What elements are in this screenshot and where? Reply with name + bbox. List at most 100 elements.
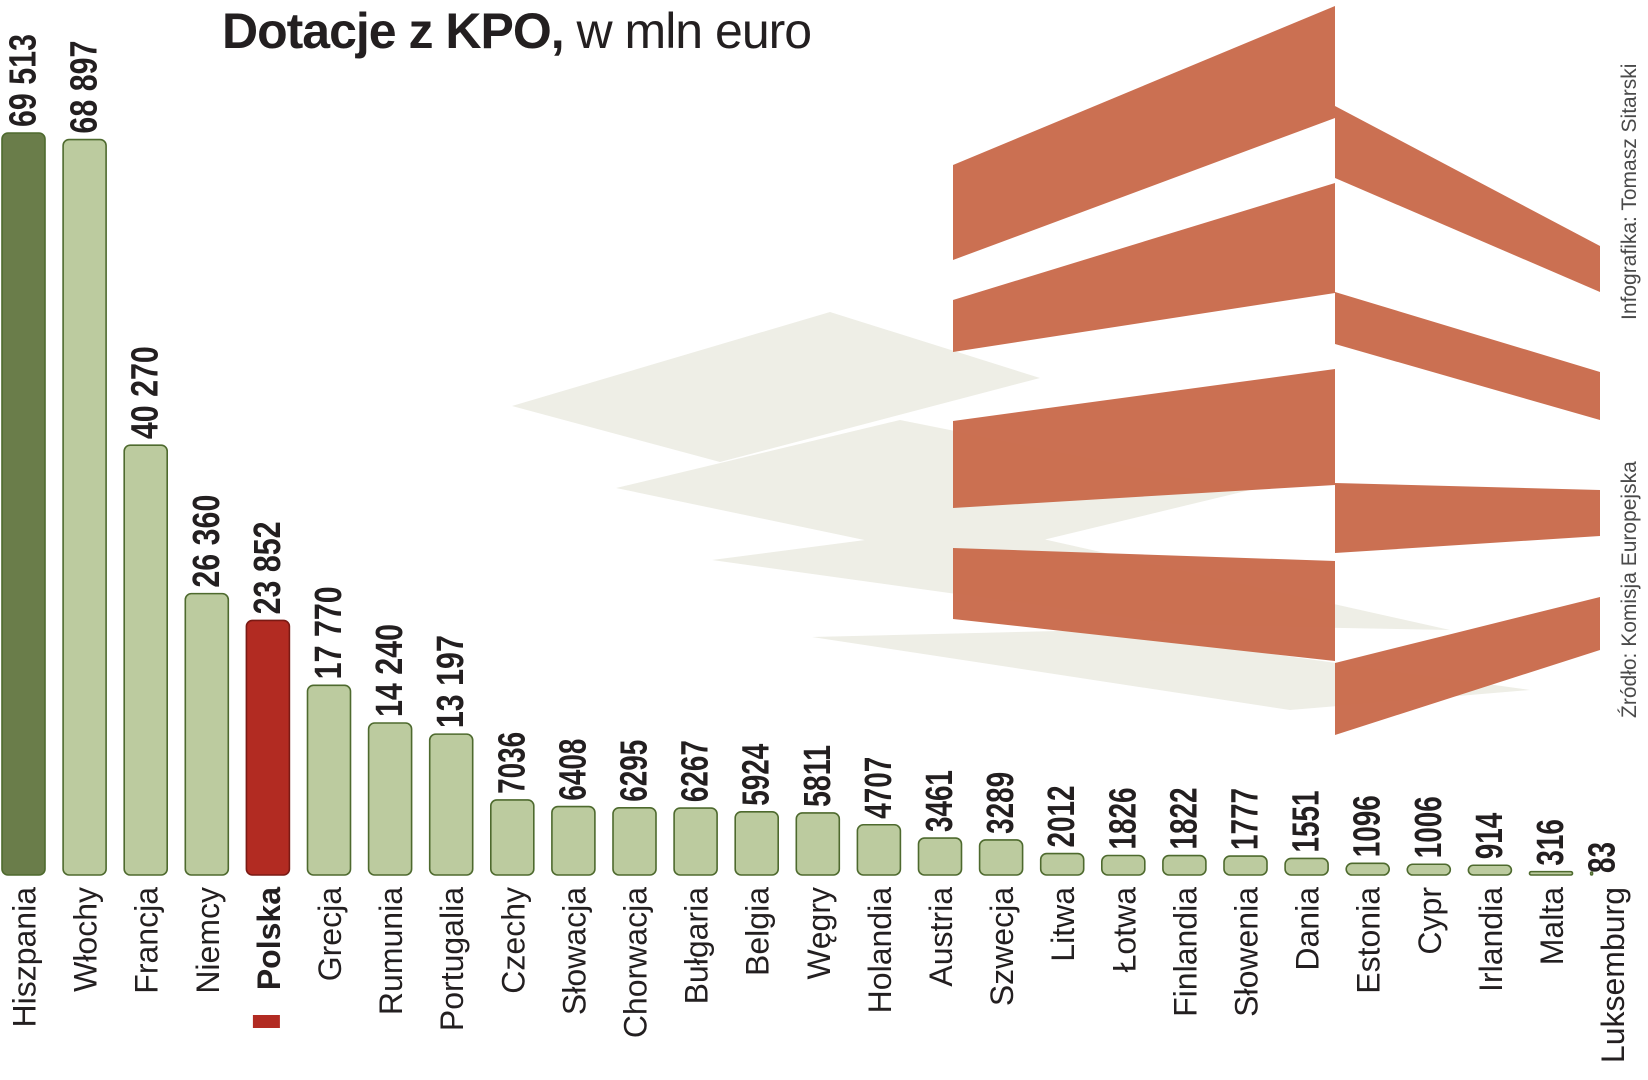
value-label-polska: 23 852	[247, 521, 289, 614]
bar-chorwacja	[612, 807, 657, 876]
value-label-austria: 3461	[919, 770, 961, 832]
value-label-wegry: 5811	[797, 745, 839, 807]
value-label-finlandia: 1822	[1163, 788, 1205, 850]
value-label-portugalia: 13 197	[430, 635, 472, 728]
category-label-slowenia: Słowenia	[1229, 887, 1265, 1017]
category-label-francja: Francja	[129, 887, 165, 994]
category-label-polska: Polska	[251, 887, 287, 990]
deco-panel-2	[953, 183, 1335, 352]
bar-rumunia	[367, 722, 413, 876]
category-label-lotwa: Łotwa	[1106, 887, 1142, 973]
value-label-luksemburg: 83	[1582, 842, 1624, 873]
value-label-grecja: 17 770	[308, 586, 350, 679]
decorative-building-graphic	[512, 6, 1600, 735]
category-label-wlochy: Włochy	[68, 887, 104, 992]
bar-slowenia	[1223, 855, 1268, 876]
bar-finlandia	[1162, 854, 1207, 876]
category-label-bulgaria: Bułgaria	[679, 887, 715, 1005]
value-labels-group: 69 513 68 897 40 270 26 360 23 852 17 770 14 2…	[3, 34, 1624, 873]
chart-title-unit: w mln euro	[576, 3, 813, 59]
deco-panel-4	[953, 548, 1335, 661]
value-label-bulgaria: 6267	[675, 740, 717, 802]
category-label-cypr: Cypr	[1412, 887, 1448, 955]
chart-title: Dotacje z KPO, w mln euro	[222, 2, 813, 60]
bar-francja	[123, 444, 168, 876]
value-label-dania: 1551	[1286, 790, 1328, 852]
value-label-chorwacja: 6295	[614, 740, 656, 802]
category-label-irlandia: Irlandia	[1473, 887, 1509, 992]
bar-austria	[917, 837, 963, 876]
bar-malta	[1528, 870, 1574, 876]
value-label-irlandia: 914	[1469, 813, 1511, 860]
bar-litwa	[1039, 852, 1085, 876]
category-label-austria: Austria	[923, 887, 959, 987]
category-label-szwecja: Szwecja	[984, 887, 1020, 1006]
deco-panel-8	[1335, 597, 1600, 735]
category-label-litwa: Litwa	[1045, 887, 1081, 962]
chart-title-bold: Dotacje z KPO,	[222, 3, 565, 59]
deco-shadow-1	[512, 312, 1040, 462]
deco-panel-1	[953, 6, 1335, 260]
value-label-szwecja: 3289	[980, 772, 1022, 834]
deco-panel-3	[953, 369, 1335, 508]
category-label-wegry: Węgry	[801, 887, 837, 979]
category-label-chorwacja: Chorwacja	[618, 887, 654, 1038]
bar-hiszpania	[1, 132, 46, 876]
bar-belgia	[734, 810, 780, 876]
value-label-malta: 316	[1530, 819, 1572, 866]
category-label-finlandia: Finlandia	[1167, 887, 1203, 1017]
deco-panel-7	[1335, 483, 1600, 553]
bar-dania	[1284, 857, 1329, 876]
bar-niemcy	[184, 592, 230, 876]
value-label-czechy: 7036	[491, 732, 533, 794]
bar-bulgaria	[673, 807, 718, 876]
bar-cypr	[1406, 863, 1452, 876]
deco-panel-6	[1335, 292, 1600, 420]
category-label-hiszpania: Hiszpania	[7, 887, 43, 1028]
category-label-dania: Dania	[1290, 887, 1326, 971]
category-label-portugalia: Portugalia	[434, 887, 470, 1031]
poland-marker	[252, 1015, 280, 1028]
category-label-malta: Malta	[1534, 887, 1570, 965]
bar-portugalia	[428, 733, 474, 876]
bar-holandia	[856, 823, 902, 876]
value-label-francja: 40 270	[125, 346, 167, 439]
value-label-niemcy: 26 360	[186, 495, 228, 588]
bar-estonia	[1345, 862, 1390, 876]
value-label-lotwa: 1826	[1102, 788, 1144, 850]
category-label-czechy: Czechy	[495, 887, 531, 994]
bar-luksemburg	[1589, 871, 1594, 876]
value-label-cypr: 1006	[1408, 796, 1450, 858]
value-label-slowenia: 1777	[1225, 788, 1267, 850]
bar-szwecja	[978, 839, 1024, 876]
deco-panel-5	[1335, 106, 1600, 292]
category-label-estonia: Estonia	[1351, 887, 1387, 994]
bar-grecja	[306, 684, 352, 876]
category-label-holandia: Holandia	[862, 887, 898, 1014]
category-label-niemcy: Niemcy	[190, 887, 226, 994]
value-label-litwa: 2012	[1041, 786, 1083, 848]
value-label-hiszpania: 69 513	[3, 34, 45, 127]
bar-wlochy	[62, 138, 107, 876]
bar-polska	[245, 619, 291, 876]
category-label-luksemburg: Luksemburg	[1595, 887, 1631, 1063]
category-label-grecja: Grecja	[312, 887, 348, 981]
category-labels-group: Hiszpania Włochy Francja Niemcy Polska Grecja…	[7, 887, 1632, 1063]
bar-irlandia	[1467, 864, 1513, 876]
bar-slowacja	[551, 805, 596, 876]
value-label-wlochy: 68 897	[64, 41, 106, 134]
bars-group	[1, 132, 1594, 876]
bar-lotwa	[1101, 854, 1146, 876]
bar-czechy	[489, 799, 535, 876]
category-label-rumunia: Rumunia	[373, 887, 409, 1015]
value-label-holandia: 4707	[858, 757, 900, 819]
value-label-estonia: 1096	[1347, 795, 1389, 857]
value-label-rumunia: 14 240	[369, 624, 411, 717]
deco-shadow-2	[616, 420, 1250, 560]
category-label-belgia: Belgia	[740, 887, 776, 976]
value-label-belgia: 5924	[736, 744, 778, 806]
bar-wegry	[795, 812, 841, 876]
category-label-slowacja: Słowacja	[556, 887, 592, 1015]
value-label-slowacja: 6408	[552, 739, 594, 801]
